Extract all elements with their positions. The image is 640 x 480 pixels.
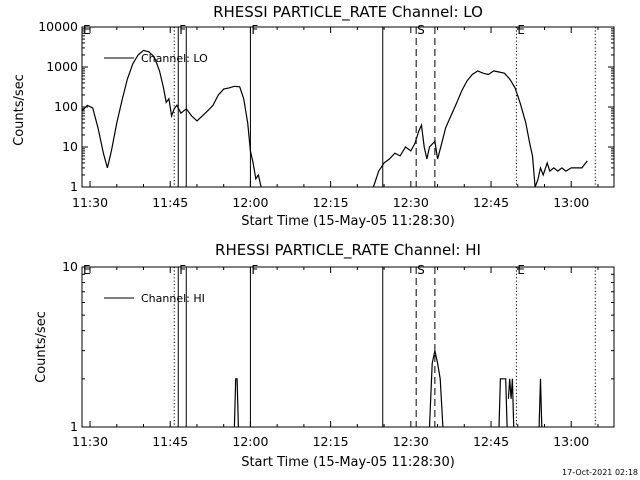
x-tick-label: 12:15 bbox=[313, 434, 349, 449]
series-line bbox=[538, 378, 543, 428]
y-tick-label: 100 bbox=[54, 99, 78, 114]
x-tick-label: 11:30 bbox=[72, 195, 108, 210]
y-tick-label: 1000 bbox=[46, 59, 78, 74]
x-tick-label: 12:45 bbox=[473, 195, 509, 210]
event-label: E bbox=[83, 23, 91, 37]
event-label: F bbox=[251, 23, 258, 37]
x-tick-label: 12:30 bbox=[393, 434, 429, 449]
x-tick-label: 12:30 bbox=[393, 195, 429, 210]
plot-frame bbox=[81, 266, 615, 428]
x-tick-label: 11:30 bbox=[72, 434, 108, 449]
event-label: E bbox=[83, 263, 91, 277]
series-line bbox=[498, 378, 508, 428]
series-line bbox=[428, 350, 444, 428]
chart-title: RHESSI PARTICLE_RATE Channel: LO bbox=[213, 3, 483, 22]
timestamp: 17-Oct-2021 02:18 bbox=[562, 468, 638, 477]
panel-lo: RHESSI PARTICLE_RATE Channel: LO Start T… bbox=[12, 3, 615, 229]
x-tick-label: 12:45 bbox=[473, 434, 509, 449]
series-line bbox=[81, 49, 262, 188]
x-tick-label: 13:00 bbox=[553, 195, 589, 210]
event-label: F bbox=[251, 263, 258, 277]
x-tick-label: 11:45 bbox=[152, 195, 188, 210]
y-axis-label: Counts/sec bbox=[34, 311, 49, 383]
chart-title: RHESSI PARTICLE_RATE Channel: HI bbox=[215, 241, 481, 260]
x-tick-label: 12:15 bbox=[313, 195, 349, 210]
y-axis-label: Counts/sec bbox=[12, 74, 27, 146]
plot-frame bbox=[81, 26, 615, 188]
event-label: E bbox=[517, 263, 525, 277]
series-line bbox=[507, 378, 515, 428]
x-tick-label: 11:45 bbox=[152, 434, 188, 449]
event-label: S bbox=[417, 263, 425, 277]
y-tick-label: 10000 bbox=[38, 19, 78, 34]
panel-hi: RHESSI PARTICLE_RATE Channel: HI Start T… bbox=[34, 241, 615, 470]
y-tick-label: 10 bbox=[62, 259, 78, 274]
event-label: E bbox=[517, 23, 525, 37]
y-tick-label: 1 bbox=[70, 419, 78, 434]
series-line bbox=[372, 70, 588, 188]
event-label: F bbox=[179, 263, 186, 277]
x-tick-label: 12:00 bbox=[232, 434, 268, 449]
x-tick-label: 13:00 bbox=[553, 434, 589, 449]
x-tick-label: 12:00 bbox=[232, 195, 268, 210]
legend-label: Channel: HI bbox=[141, 292, 205, 305]
series-line bbox=[233, 378, 239, 428]
y-tick-label: 10 bbox=[62, 139, 78, 154]
x-axis-label: Start Time (15-May-05 11:28:30) bbox=[241, 455, 455, 470]
y-tick-label: 1 bbox=[70, 179, 78, 194]
event-label: F bbox=[179, 23, 186, 37]
event-label: S bbox=[417, 23, 425, 37]
x-axis-label: Start Time (15-May-05 11:28:30) bbox=[241, 214, 455, 229]
